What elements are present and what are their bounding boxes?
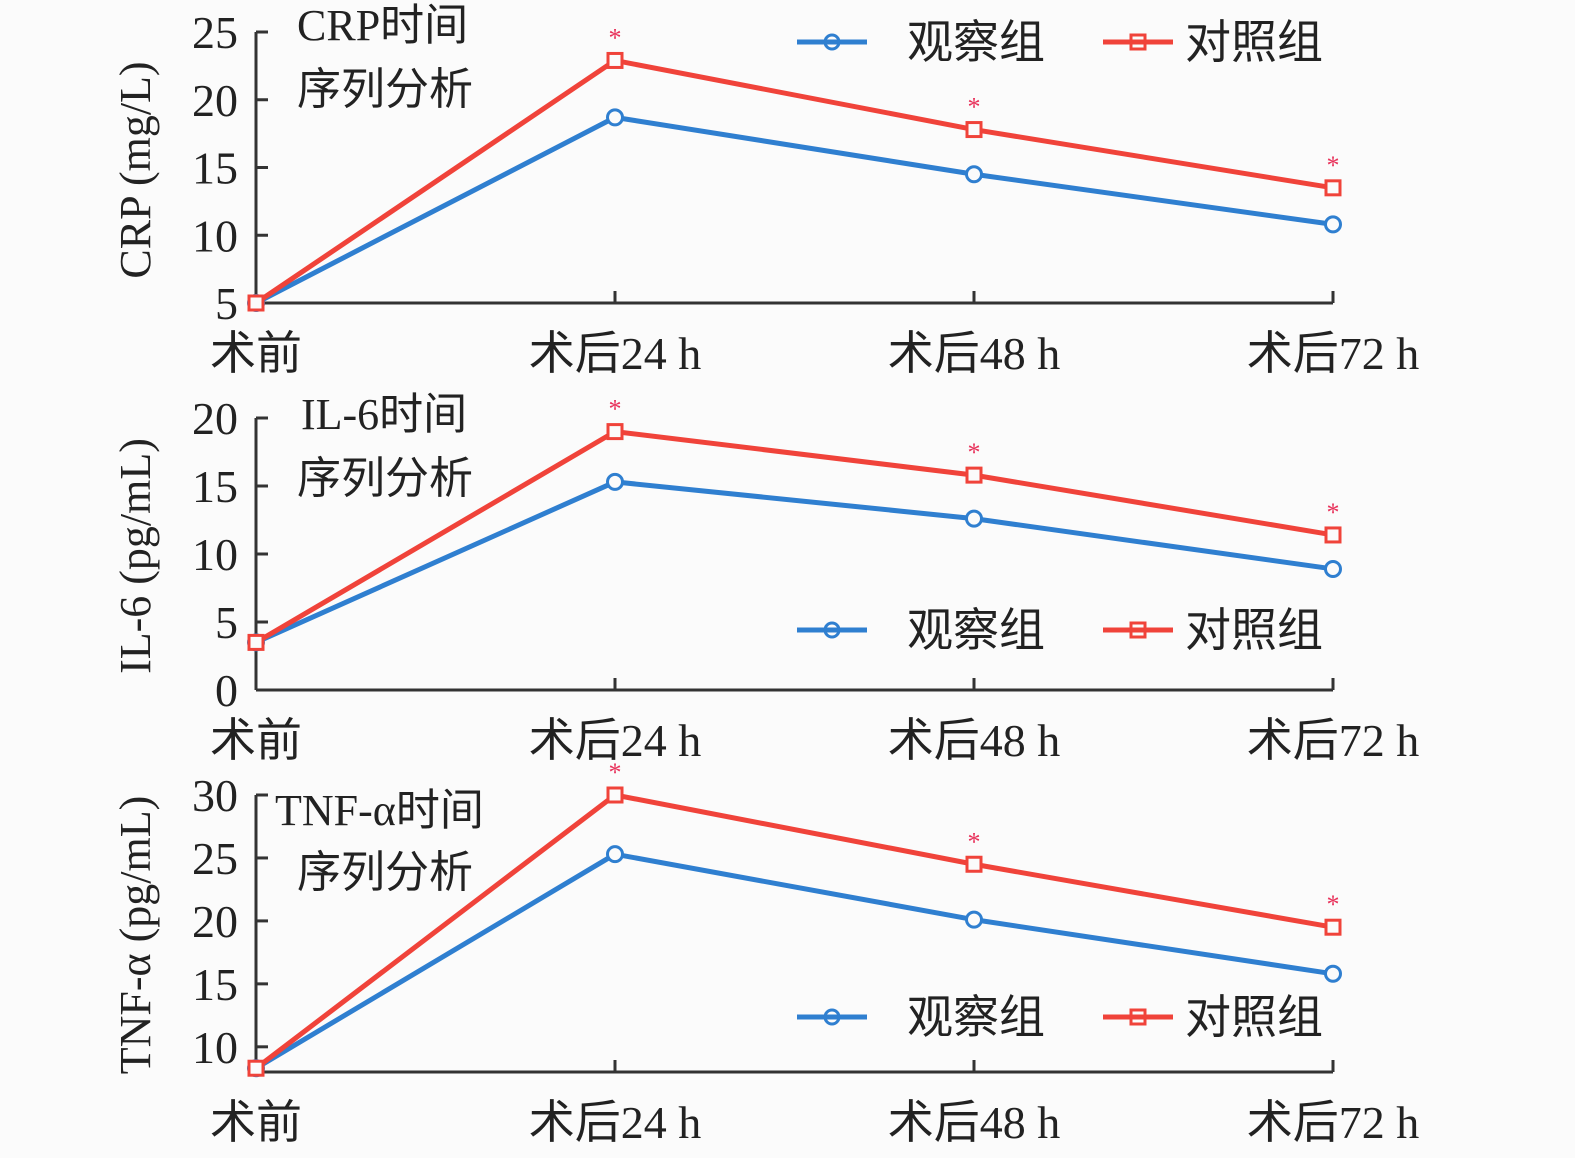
crp-y-tick-label-4: 25 bbox=[192, 7, 238, 58]
crp-legend-observation-label: 观察组 bbox=[907, 17, 1045, 68]
tnf-point-control-3 bbox=[1324, 918, 1342, 936]
tnf-legend: 观察组 对照组 bbox=[797, 992, 1323, 1043]
tnf-series-line-control bbox=[254, 792, 1334, 1071]
tnf-panel-title-line-1: TNF-α时间 bbox=[275, 786, 484, 835]
crp-panel: CRP时间 序列分析 CRP (mg/L) 观察组 对照组 5 10 15 20 25 术… bbox=[111, 1, 1419, 379]
crp-legend: 观察组 对照组 bbox=[797, 17, 1323, 68]
il6-point-observation-2 bbox=[965, 509, 983, 528]
tnf-point-observation-2 bbox=[965, 910, 983, 929]
il6-significance-mark-2: * bbox=[968, 438, 981, 467]
crp-panel-title-line-1: CRP时间 bbox=[297, 1, 468, 50]
tnf-x-tick-label-1: 术后24 h bbox=[529, 1097, 702, 1148]
crp-point-control-2 bbox=[965, 121, 983, 139]
tnf-panel: TNF-α时间 序列分析 TNF-α (pg/mL) 观察组 对照组 10 15 2… bbox=[111, 758, 1419, 1148]
crp-significance-mark-1: * bbox=[609, 23, 622, 52]
il6-y-tick-label-0: 0 bbox=[215, 665, 238, 716]
crp-y-axis-title: CRP (mg/L) bbox=[111, 61, 160, 278]
il6-y-tick-label-3: 15 bbox=[192, 461, 238, 512]
tnf-significance-mark-3: * bbox=[1327, 890, 1340, 919]
crp-series-line-observation bbox=[254, 114, 1334, 306]
il6-point-control-2 bbox=[965, 466, 983, 484]
il6-point-control-3 bbox=[1324, 526, 1342, 544]
il6-panel-title-line-2: 序列分析 bbox=[297, 454, 473, 503]
il6-point-observation-1 bbox=[606, 472, 624, 491]
crp-x-tick-label-3: 术后72 h bbox=[1247, 328, 1420, 379]
tnf-point-control-1 bbox=[606, 786, 624, 804]
il6-significance-mark-1: * bbox=[609, 395, 622, 424]
il6-panel: IL-6时间 序列分析 IL-6 (pg/mL) 观察组 对照组 0 5 10 15 2… bbox=[111, 390, 1419, 766]
crp-y-tick-label-3: 20 bbox=[192, 75, 238, 126]
tnf-x-tick-label-0: 术前 bbox=[210, 1097, 302, 1148]
crp-point-observation-1 bbox=[606, 108, 624, 127]
tnf-y-tick-label-4: 30 bbox=[192, 770, 238, 821]
il6-panel-title-line-1: IL-6时间 bbox=[301, 390, 467, 439]
tnf-point-control-0 bbox=[247, 1059, 265, 1077]
crp-legend-observation-marker bbox=[823, 33, 841, 51]
tnf-point-observation-3 bbox=[1324, 964, 1342, 983]
tnf-point-observation-1 bbox=[606, 845, 624, 864]
tnf-significance-mark-1: * bbox=[609, 758, 622, 787]
crp-x-tick-label-1: 术后24 h bbox=[529, 328, 702, 379]
crp-point-control-1 bbox=[606, 51, 624, 69]
crp-y-tick-label-0: 5 bbox=[215, 278, 238, 329]
crp-y-tick-label-2: 15 bbox=[192, 143, 238, 194]
crp-significance-mark-2: * bbox=[968, 93, 981, 122]
crp-x-tick-label-0: 术前 bbox=[210, 328, 302, 379]
il6-legend: 观察组 对照组 bbox=[797, 605, 1323, 656]
crp-point-control-0 bbox=[247, 294, 265, 312]
tnf-y-tick-label-0: 10 bbox=[192, 1022, 238, 1073]
il6-series-line-observation bbox=[254, 479, 1334, 645]
il6-x-tick-label-1: 术后24 h bbox=[529, 715, 702, 766]
crp-y-tick-label-1: 10 bbox=[192, 210, 238, 261]
tnf-y-tick-label-1: 15 bbox=[192, 959, 238, 1010]
crp-point-observation-2 bbox=[965, 165, 983, 184]
il6-y-tick-label-4: 20 bbox=[192, 393, 238, 444]
tnf-y-tick-label-2: 20 bbox=[192, 896, 238, 947]
il6-y-axis-title: IL-6 (pg/mL) bbox=[111, 438, 160, 674]
tnf-legend-observation-marker bbox=[823, 1008, 841, 1026]
il6-legend-observation-marker bbox=[823, 621, 841, 639]
tnf-legend-control-marker bbox=[1129, 1008, 1147, 1026]
tnf-legend-control-label: 对照组 bbox=[1185, 992, 1323, 1043]
crp-point-control-3 bbox=[1324, 179, 1342, 197]
tnf-legend-observation-label: 观察组 bbox=[907, 992, 1045, 1043]
il6-legend-control-marker bbox=[1129, 621, 1147, 639]
crp-legend-control-marker bbox=[1129, 33, 1147, 51]
il6-y-tick-label-2: 10 bbox=[192, 529, 238, 580]
crp-legend-control-label: 对照组 bbox=[1185, 17, 1323, 68]
tnf-significance-mark-2: * bbox=[968, 827, 981, 856]
tnf-series-line-observation bbox=[254, 851, 1334, 1071]
il6-x-tick-label-2: 术后48 h bbox=[888, 715, 1061, 766]
tnf-x-tick-label-2: 术后48 h bbox=[888, 1097, 1061, 1148]
il6-x-tick-label-0: 术前 bbox=[210, 715, 302, 766]
il6-x-tick-label-3: 术后72 h bbox=[1247, 715, 1420, 766]
tnf-panel-title-line-2: 序列分析 bbox=[297, 848, 473, 897]
il6-legend-control-label: 对照组 bbox=[1185, 605, 1323, 656]
crp-panel-title-line-2: 序列分析 bbox=[297, 65, 473, 114]
tnf-y-axis-title: TNF-α (pg/mL) bbox=[111, 796, 160, 1074]
crp-x-tick-label-2: 术后48 h bbox=[888, 328, 1061, 379]
il6-point-control-0 bbox=[247, 633, 265, 651]
il6-y-tick-label-1: 5 bbox=[215, 597, 238, 648]
il6-legend-observation-label: 观察组 bbox=[907, 605, 1045, 656]
il6-point-control-1 bbox=[606, 423, 624, 441]
tnf-point-control-2 bbox=[965, 855, 983, 873]
crp-significance-mark-3: * bbox=[1327, 151, 1340, 180]
crp-series-line-control bbox=[254, 57, 1334, 306]
tnf-y-tick-label-3: 25 bbox=[192, 833, 238, 884]
il6-point-observation-3 bbox=[1324, 559, 1342, 578]
il6-significance-mark-3: * bbox=[1327, 498, 1340, 527]
il6-series-line-control bbox=[254, 429, 1334, 645]
tnf-x-tick-label-3: 术后72 h bbox=[1247, 1097, 1420, 1148]
crp-point-observation-3 bbox=[1324, 215, 1342, 234]
